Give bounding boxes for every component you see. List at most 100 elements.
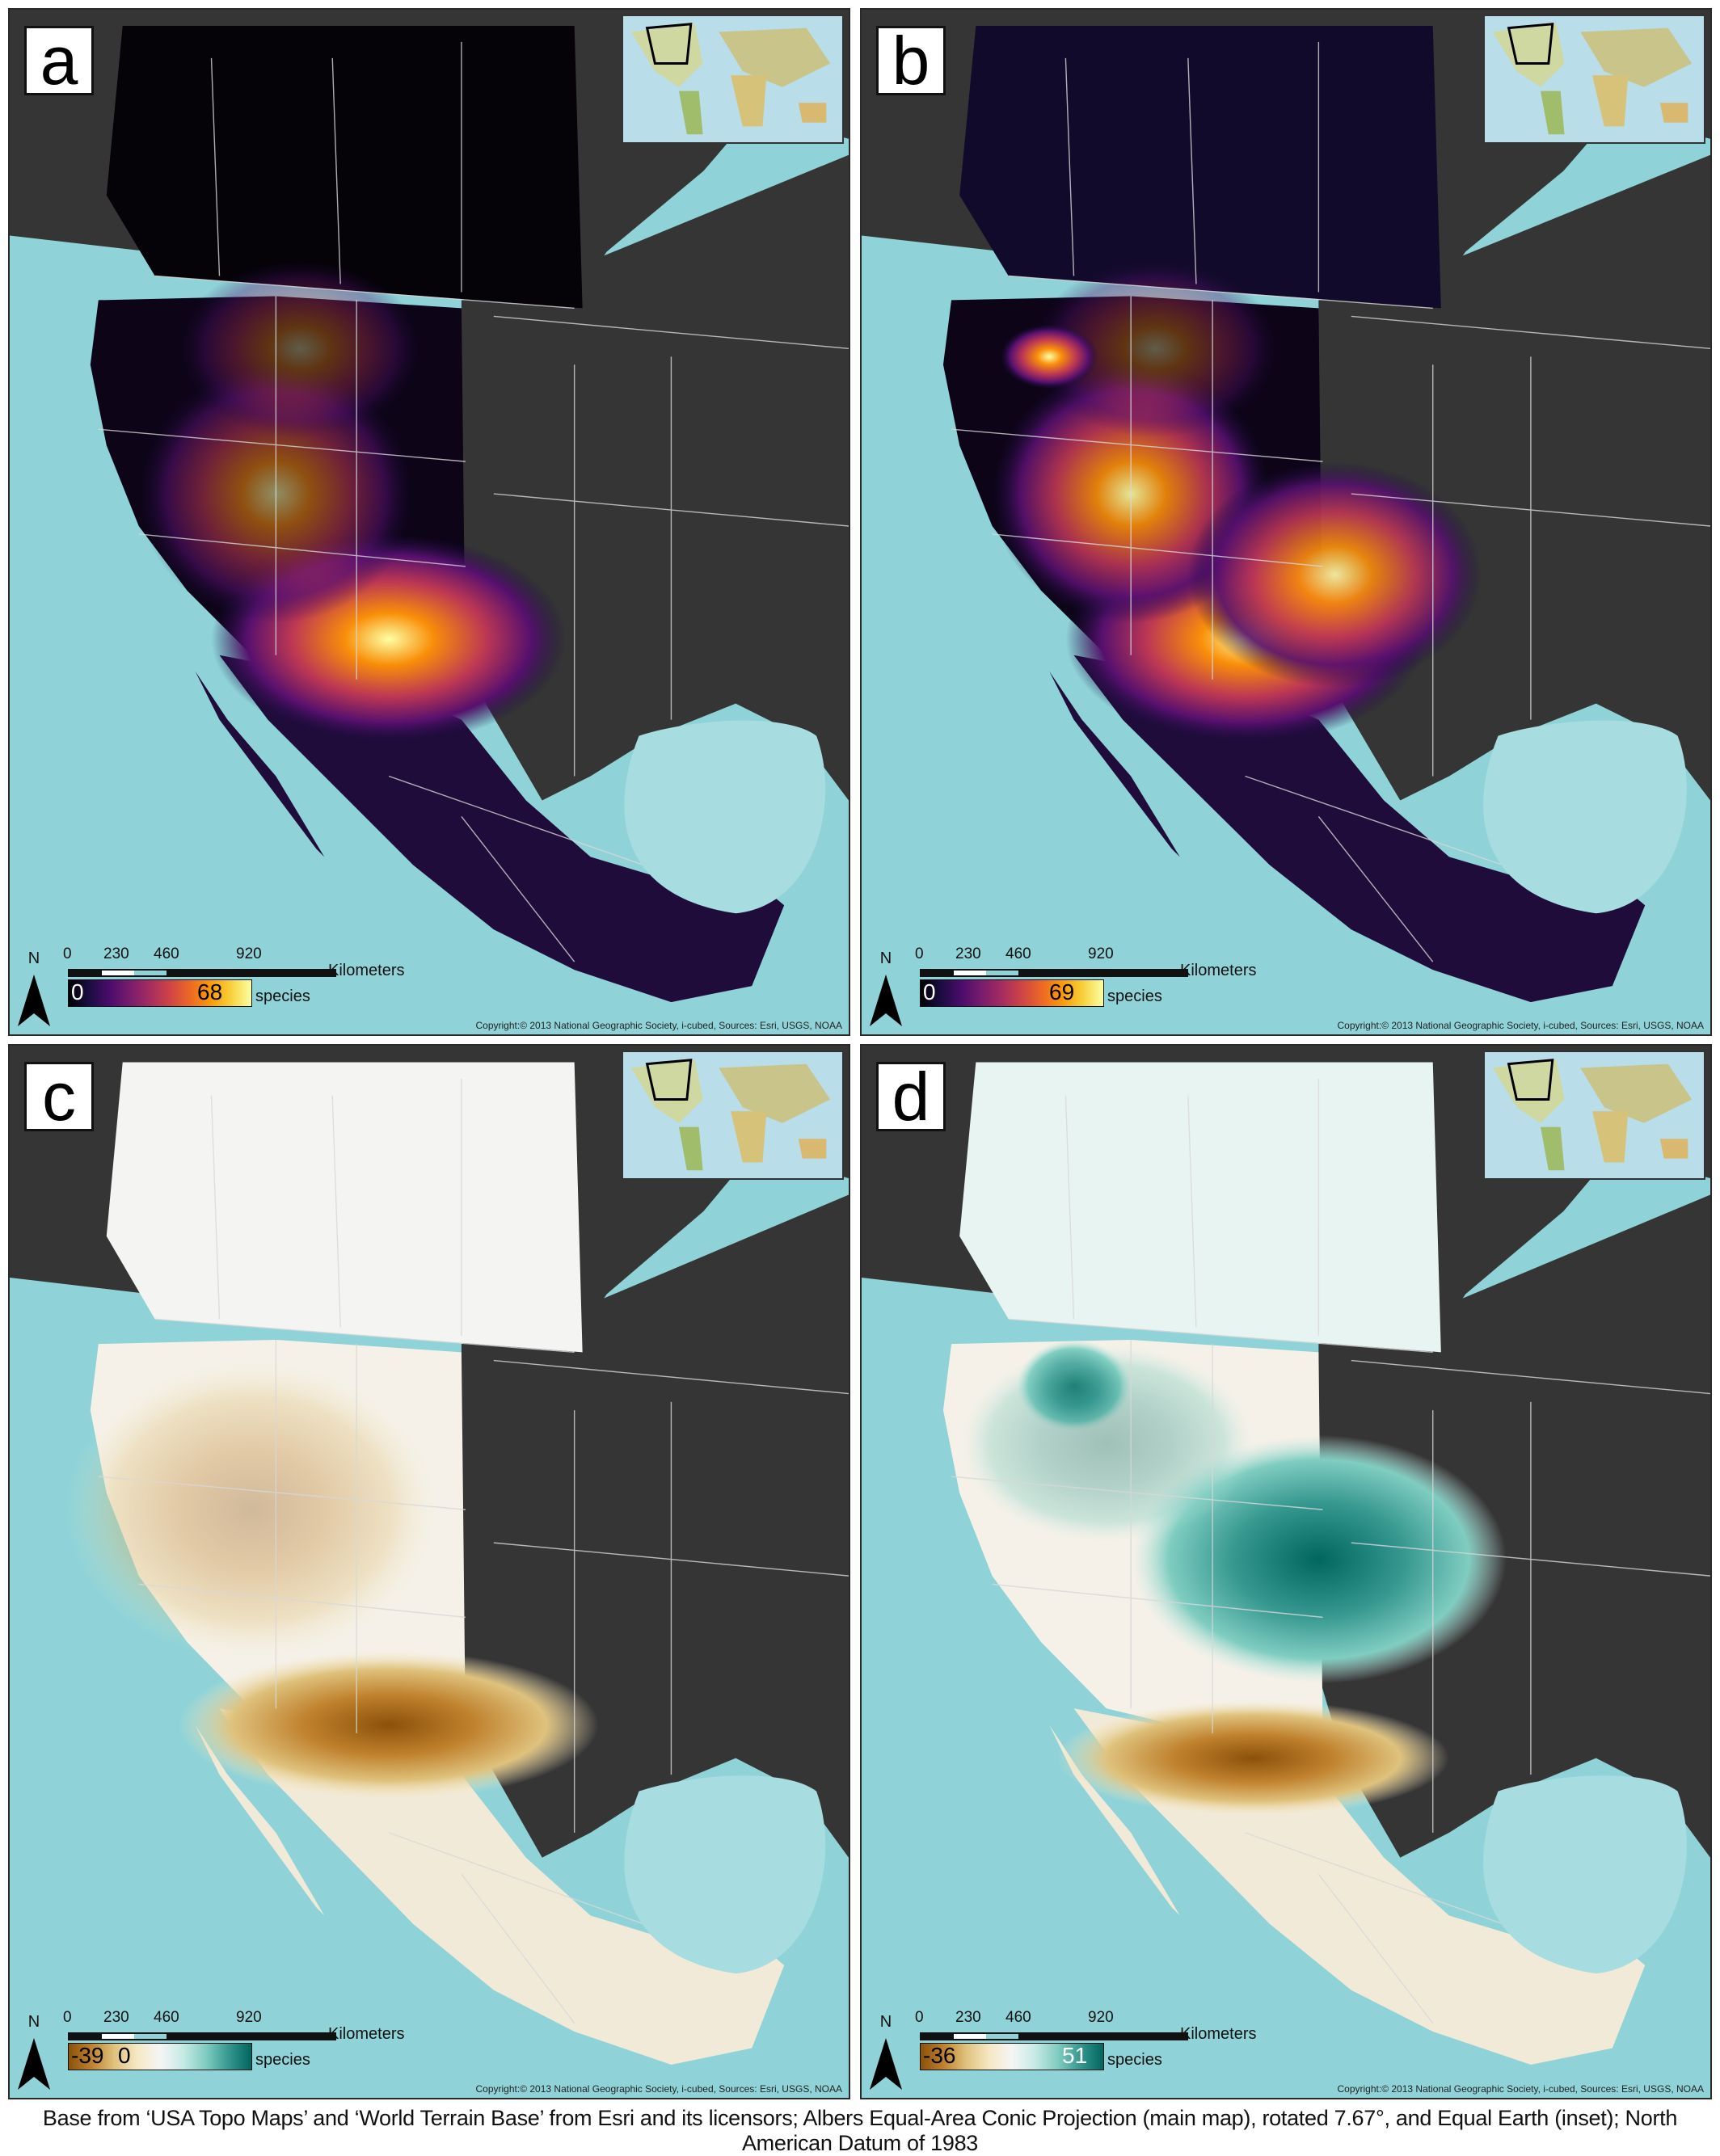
baja-california (195, 671, 341, 874)
scale-tick: 460 (154, 945, 179, 962)
panel-letter: a (24, 26, 94, 95)
scale-bar (68, 966, 336, 977)
panel-letter: b (876, 26, 946, 95)
world-inset-map (1485, 1052, 1704, 1178)
scale-tick: 0 (63, 2009, 72, 2026)
panel-letter: c (24, 1062, 94, 1131)
world-inset-map (623, 16, 842, 142)
north-label: N (879, 950, 892, 967)
north-arrow: N (866, 2013, 905, 2090)
canada-study-area (959, 25, 1441, 309)
scale-unit: Kilometers (328, 2025, 405, 2043)
gulf-of-mexico (624, 1775, 826, 1974)
scale-bar (68, 2030, 336, 2040)
north-label: N (27, 950, 40, 967)
legend: 0 230 460 920 Kilometers 0 69 species (908, 945, 1272, 1026)
gulf-of-mexico (624, 720, 826, 914)
scale-tick: 920 (1088, 2009, 1114, 2026)
inset-map-frame (1483, 15, 1705, 144)
canada-study-area (959, 1062, 1441, 1353)
legend-max-value: 69 (1049, 979, 1075, 1004)
legend-max-value: 51 (1062, 2043, 1088, 2068)
gulf-of-mexico (1483, 720, 1687, 914)
scale-tick-labels: 0 230 460 920 (57, 2009, 428, 2030)
legend-unit: species (255, 987, 310, 1005)
scale-tick: 460 (1005, 2009, 1031, 2026)
scale-tick: 0 (915, 2009, 924, 2026)
scale-tick: 460 (1005, 945, 1031, 962)
basemap (10, 10, 849, 1034)
legend: 0 230 460 920 Kilometers -36 51 species (908, 2009, 1272, 2090)
scale-tick: 0 (63, 945, 72, 962)
world-inset-map (623, 1052, 842, 1178)
baja-california (195, 1724, 341, 1932)
eastern-land-outside-study (1318, 1194, 1710, 1858)
study-extent-outline (1507, 23, 1554, 65)
baja-california (1049, 671, 1196, 874)
scale-tick: 920 (236, 945, 262, 962)
north-arrow-icon (870, 975, 902, 1026)
basemap (862, 1046, 1710, 2098)
north-arrow: N (15, 2013, 53, 2090)
baja-california (1049, 1724, 1196, 1932)
copyright-text: Copyright:© 2013 National Geographic Soc… (1337, 1020, 1705, 1031)
north-arrow: N (866, 950, 905, 1026)
world-inset-map (1485, 16, 1704, 142)
legend-unit: species (1107, 987, 1162, 1005)
map-panel-a: a N 0 230 460 920 (8, 8, 850, 1036)
basemap (862, 10, 1710, 1034)
scale-tick-labels: 0 230 460 920 (908, 2009, 1280, 2030)
canada-study-area (106, 1062, 583, 1353)
gulf-of-mexico (1483, 1775, 1687, 1974)
legend: 0 230 460 920 Kilometers 0 68 species (57, 945, 420, 1026)
scale-unit: Kilometers (1180, 2025, 1257, 2043)
legend-min-value: 0 (923, 979, 936, 1004)
color-ramp (920, 979, 1104, 1007)
copyright-text: Copyright:© 2013 National Geographic Soc… (475, 1020, 843, 1031)
scale-tick: 920 (236, 2009, 262, 2026)
legend-zero-value: 0 (118, 2043, 131, 2068)
map-panel-b: b N 0 230 460 920 (860, 8, 1712, 1036)
study-extent-outline (1507, 1059, 1554, 1101)
inset-map-frame (622, 1051, 844, 1180)
scale-unit: Kilometers (1180, 962, 1257, 979)
scale-tick: 0 (915, 945, 924, 962)
map-panel-c: c N 0 230 460 920 (8, 1044, 850, 2099)
scale-tick-labels: 0 230 460 920 (57, 945, 428, 966)
north-arrow-icon (870, 2038, 902, 2090)
figure-footer-note: Base from ‘USA Topo Maps’ and ‘World Ter… (42, 2106, 1678, 2155)
scale-bar (920, 2030, 1188, 2040)
copyright-text: Copyright:© 2013 National Geographic Soc… (475, 2083, 843, 2095)
north-arrow-icon (18, 975, 50, 1026)
scale-tick-labels: 0 230 460 920 (908, 945, 1280, 966)
legend: 0 230 460 920 Kilometers -39 0 species (57, 2009, 420, 2090)
north-label: N (879, 2013, 892, 2031)
copyright-text: Copyright:© 2013 National Geographic Soc… (1337, 2083, 1705, 2095)
north-arrow: N (15, 950, 53, 1026)
state-boundaries (98, 41, 849, 962)
scale-tick: 230 (103, 945, 129, 962)
color-ramp (68, 979, 252, 1007)
study-extent-outline (645, 1059, 693, 1101)
canada-study-area (106, 25, 583, 309)
legend-max-value: 68 (197, 979, 223, 1004)
legend-min-value: 0 (71, 979, 84, 1004)
study-extent-outline (645, 23, 693, 65)
north-label: N (27, 2013, 40, 2031)
scale-bar (920, 966, 1188, 977)
color-ramp (920, 2043, 1104, 2070)
legend-unit: species (1107, 2051, 1162, 2069)
scale-unit: Kilometers (328, 962, 405, 979)
north-arrow-icon (18, 2038, 50, 2090)
scale-tick: 460 (154, 2009, 179, 2026)
scale-tick: 230 (955, 945, 981, 962)
inset-map-frame (1483, 1051, 1705, 1180)
map-panel-d: d N 0 230 460 920 (860, 1044, 1712, 2099)
legend-unit: species (255, 2051, 310, 2069)
state-boundaries (951, 1079, 1710, 2024)
inset-map-frame (622, 15, 844, 144)
legend-min-value: -39 (71, 2043, 104, 2068)
scale-tick: 920 (1088, 945, 1114, 962)
scale-tick: 230 (955, 2009, 981, 2026)
color-ramp (68, 2043, 252, 2070)
